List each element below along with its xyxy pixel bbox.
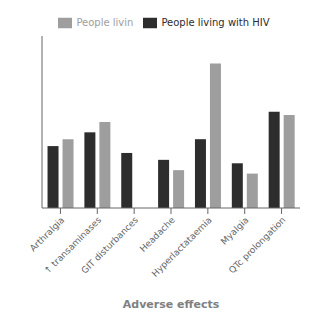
html-text:People living with HIV: People living with HIV [161,17,270,28]
svg-text:Adverse effects: Adverse effects [123,298,220,311]
html-text:People livin: People livin [76,17,134,28]
svg-text:Headache: Headache [138,215,177,254]
svg-text:Arthralgia: Arthralgia [28,215,67,254]
svg-text:GIT disturbances: GIT disturbances [79,215,140,276]
svg-text:Hyperlactataemia: Hyperlactataemia [150,215,214,279]
svg-text:Myalgia: Myalgia [219,215,251,247]
svg-text:↑ transaminases: ↑ transaminases [42,214,104,276]
svg-text:QTc prolongation: QTc prolongation [227,215,288,276]
